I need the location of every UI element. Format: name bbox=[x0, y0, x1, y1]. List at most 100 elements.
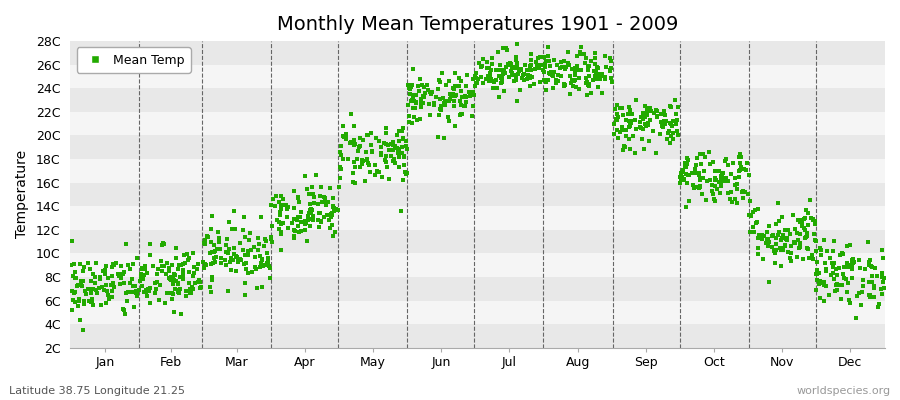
Point bbox=[714, 183, 728, 189]
Point bbox=[430, 86, 445, 92]
Point bbox=[509, 73, 524, 80]
Point bbox=[93, 276, 107, 282]
Point bbox=[851, 257, 866, 263]
Point bbox=[391, 146, 405, 152]
Point bbox=[582, 63, 597, 69]
Point bbox=[221, 288, 236, 294]
Point bbox=[771, 218, 786, 224]
Point bbox=[790, 230, 805, 236]
Point bbox=[693, 183, 707, 189]
Point bbox=[254, 214, 268, 220]
Point bbox=[291, 214, 305, 220]
Point bbox=[177, 260, 192, 266]
Point bbox=[281, 204, 295, 211]
Point bbox=[719, 175, 733, 181]
Point bbox=[814, 246, 828, 253]
Point bbox=[207, 248, 221, 255]
Point bbox=[166, 291, 180, 297]
Point bbox=[588, 61, 602, 68]
Point bbox=[676, 176, 690, 183]
Point bbox=[171, 266, 185, 272]
Point bbox=[662, 130, 676, 136]
Point bbox=[592, 76, 607, 82]
Point bbox=[410, 117, 424, 124]
Point bbox=[793, 231, 807, 237]
Point bbox=[247, 244, 261, 250]
Point bbox=[356, 158, 370, 164]
Point bbox=[305, 184, 320, 190]
Point bbox=[395, 150, 410, 156]
Point bbox=[623, 118, 637, 125]
Point bbox=[598, 64, 613, 70]
Point bbox=[437, 98, 452, 104]
Point bbox=[809, 248, 824, 254]
Point bbox=[251, 235, 266, 242]
Point bbox=[307, 200, 321, 206]
Point bbox=[611, 114, 625, 120]
Point bbox=[517, 71, 531, 77]
Point bbox=[724, 189, 738, 196]
Point bbox=[137, 289, 151, 295]
Point bbox=[380, 164, 394, 170]
Point bbox=[508, 64, 523, 70]
Point bbox=[500, 61, 515, 68]
Point bbox=[726, 159, 741, 166]
Point bbox=[792, 245, 806, 251]
Point bbox=[255, 284, 269, 290]
Point bbox=[611, 135, 625, 141]
Point bbox=[662, 140, 677, 146]
Point bbox=[482, 74, 497, 80]
Point bbox=[176, 267, 191, 274]
Point bbox=[101, 274, 115, 281]
Point bbox=[313, 218, 328, 224]
Point bbox=[319, 202, 333, 208]
Point bbox=[774, 237, 788, 244]
Point bbox=[806, 256, 820, 262]
Point bbox=[236, 227, 250, 233]
Point bbox=[386, 158, 400, 164]
Point bbox=[267, 203, 282, 210]
Point bbox=[68, 260, 82, 267]
Point bbox=[253, 264, 267, 270]
Point bbox=[404, 97, 419, 104]
Point bbox=[327, 206, 341, 212]
Point bbox=[272, 226, 286, 232]
Point bbox=[493, 66, 508, 73]
Point bbox=[129, 288, 143, 294]
Point bbox=[285, 220, 300, 226]
Bar bbox=[70, 65, 885, 88]
Point bbox=[233, 240, 248, 246]
Point bbox=[520, 76, 535, 82]
Point bbox=[245, 269, 259, 275]
Point bbox=[580, 63, 595, 70]
Point bbox=[798, 206, 813, 213]
Point bbox=[746, 224, 760, 230]
Point bbox=[717, 158, 732, 164]
Point bbox=[194, 278, 208, 285]
Point bbox=[642, 138, 656, 144]
Point bbox=[227, 245, 241, 251]
Point bbox=[682, 197, 697, 204]
Point bbox=[658, 112, 672, 118]
Point bbox=[625, 110, 639, 117]
Point bbox=[254, 260, 268, 266]
Point bbox=[227, 251, 241, 257]
Point bbox=[568, 77, 582, 84]
Point bbox=[680, 204, 694, 210]
Point bbox=[101, 291, 115, 298]
Point bbox=[642, 105, 656, 111]
Point bbox=[261, 256, 275, 262]
Point bbox=[243, 230, 257, 236]
Point bbox=[346, 142, 361, 148]
Bar bbox=[70, 88, 885, 112]
Point bbox=[875, 270, 889, 276]
Point bbox=[374, 150, 388, 156]
Point bbox=[71, 298, 86, 304]
Point bbox=[388, 160, 402, 167]
Point bbox=[169, 278, 184, 285]
Point bbox=[874, 286, 888, 293]
Point bbox=[260, 250, 274, 256]
Point bbox=[338, 133, 352, 139]
Point bbox=[534, 61, 548, 68]
Point bbox=[761, 279, 776, 286]
